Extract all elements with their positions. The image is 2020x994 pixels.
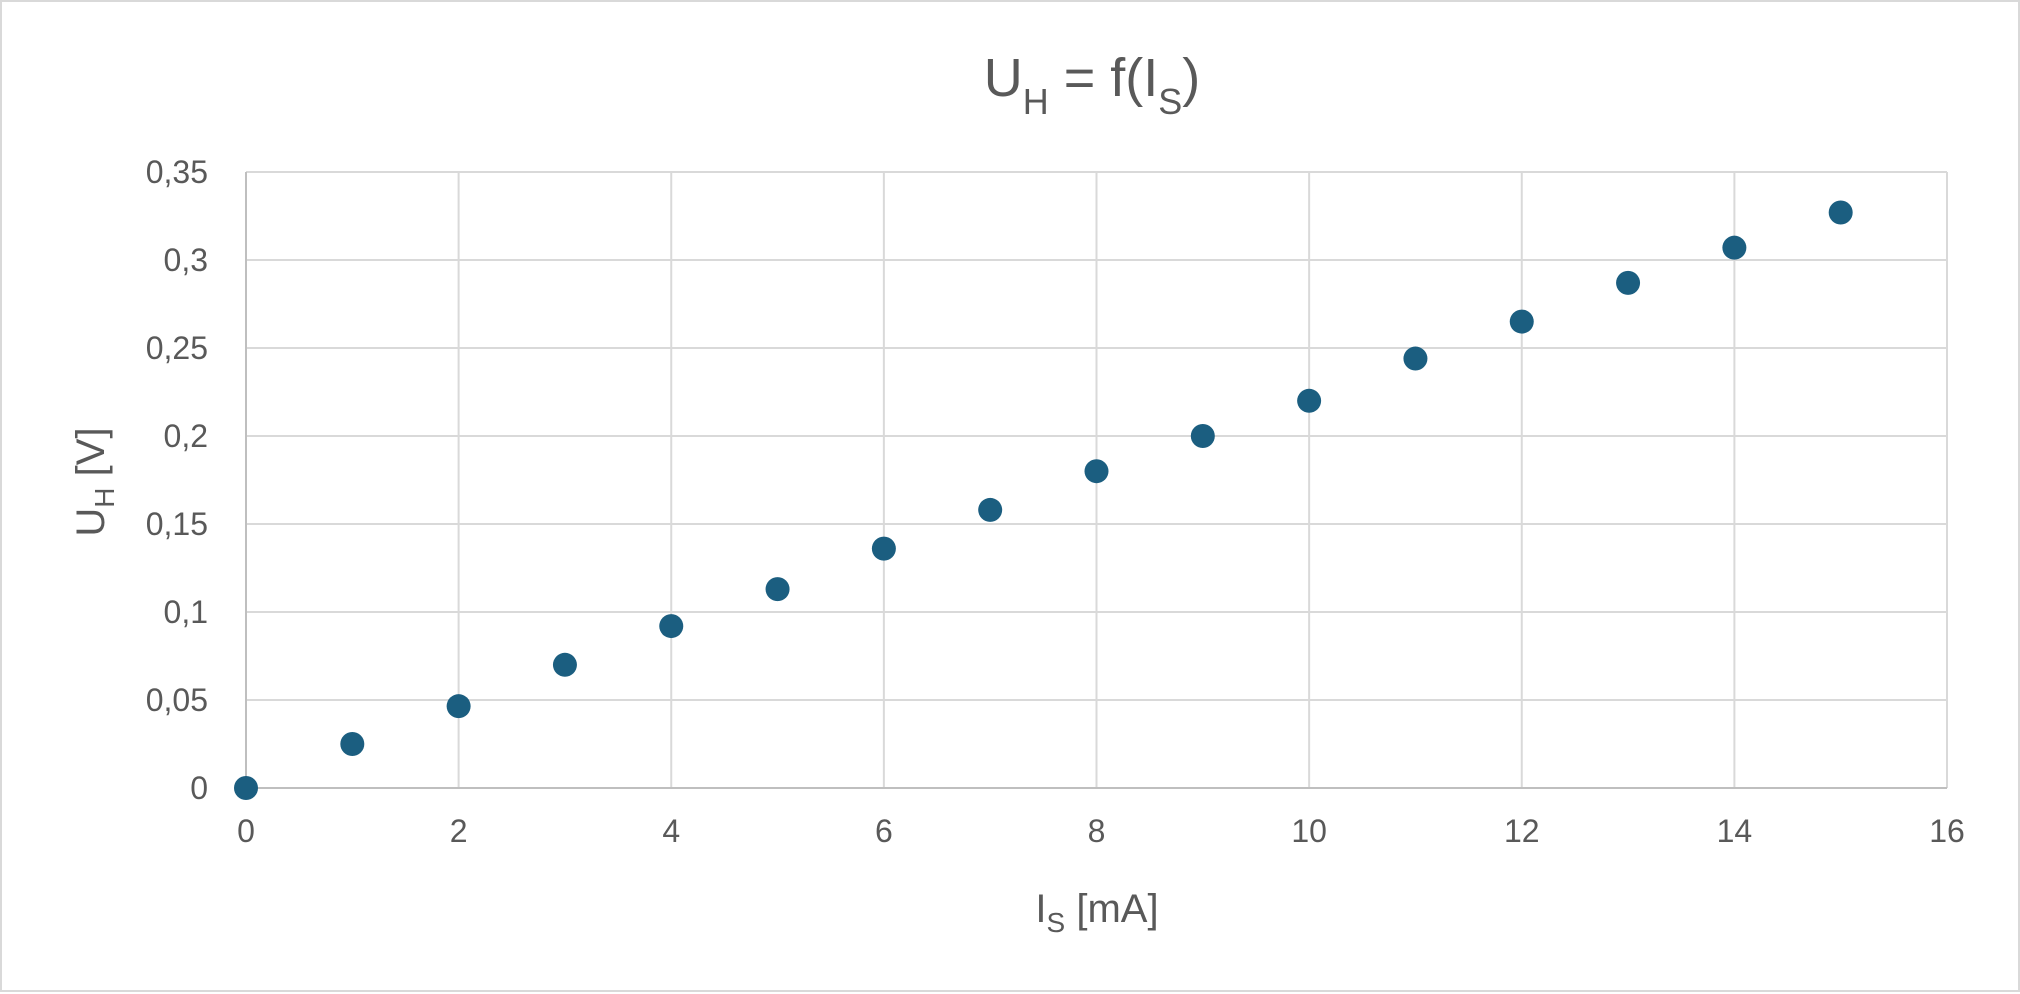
y-tick-label: 0,25 [146, 330, 208, 366]
data-point [1616, 270, 1641, 295]
data-point [1403, 346, 1428, 371]
data-point [234, 776, 258, 800]
tick-labels: 0 0,05 0,1 0,15 0,2 0,25 0,3 0,35 0 2 4 6 8 10 12 14 16 [146, 154, 1965, 849]
x-tick-label: 6 [875, 813, 893, 849]
data-point [1828, 200, 1853, 225]
y-tick-label: 0,2 [164, 418, 208, 454]
data-point [978, 497, 1003, 522]
y-tick-label: 0 [190, 770, 208, 806]
y-tick-label: 0,1 [164, 594, 208, 630]
y-tick-label: 0,3 [164, 242, 208, 278]
data-points [234, 200, 1853, 800]
data-point [340, 732, 365, 756]
x-tick-label: 0 [237, 813, 255, 849]
data-point [765, 577, 790, 602]
x-tick-label: 10 [1291, 813, 1327, 849]
data-point [446, 694, 471, 719]
data-point [1084, 459, 1109, 484]
data-point [659, 614, 684, 639]
data-point [1722, 235, 1747, 260]
chart-title: UH = f(IS) [984, 48, 1201, 122]
x-tick-label: 16 [1929, 813, 1965, 849]
x-tick-label: 8 [1088, 813, 1106, 849]
data-point [1190, 424, 1215, 448]
x-axis-title: IS [mA] [1035, 887, 1158, 938]
data-point [1509, 309, 1534, 334]
y-axis-title: UH [V] [69, 427, 120, 536]
data-point [1297, 388, 1322, 413]
x-tick-label: 14 [1717, 813, 1753, 849]
y-tick-label: 0,15 [146, 506, 208, 542]
y-tick-label: 0,05 [146, 682, 208, 718]
x-tick-label: 2 [450, 813, 468, 849]
data-point [552, 652, 577, 677]
x-tick-label: 12 [1504, 813, 1540, 849]
gridlines [246, 171, 1948, 788]
data-point [871, 536, 896, 561]
y-tick-label: 0,35 [146, 154, 208, 190]
x-tick-label: 4 [662, 813, 680, 849]
axes [245, 172, 1947, 789]
